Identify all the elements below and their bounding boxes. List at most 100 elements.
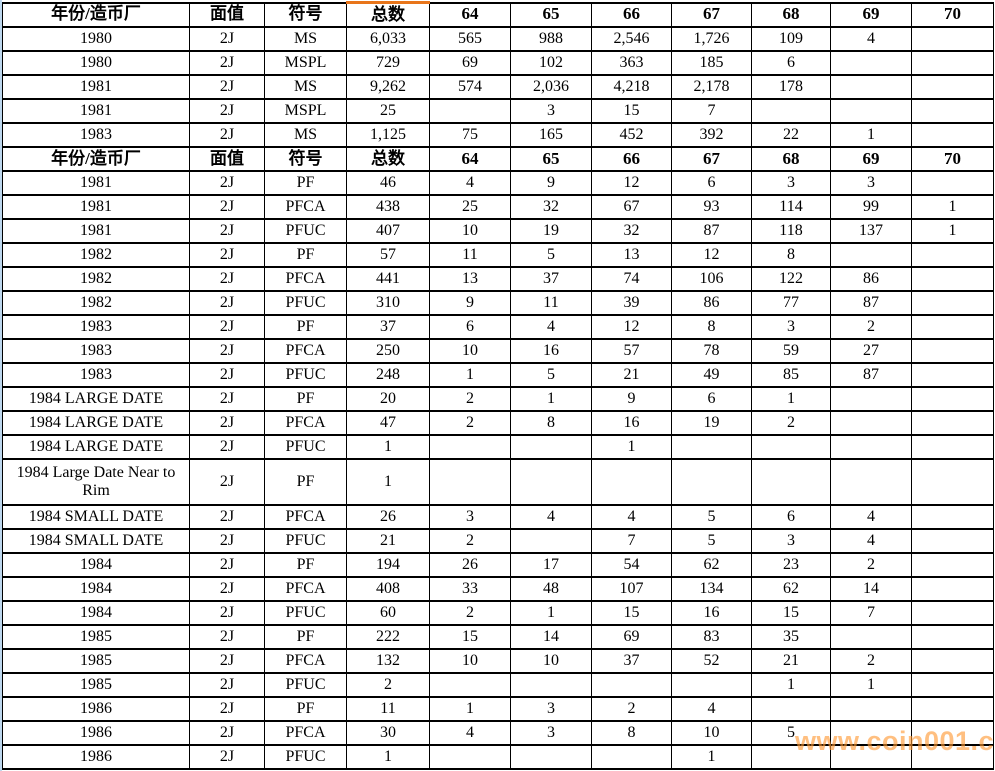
table-cell: 5 bbox=[671, 504, 752, 530]
table-cell: 67 bbox=[591, 194, 672, 220]
table-cell: 1984 bbox=[2, 552, 190, 578]
table-cell: 52 bbox=[671, 648, 752, 674]
table-cell: 20 bbox=[346, 386, 430, 412]
table-row: 1981 2J PFCA 438 25 32 67 93 114 99 1 bbox=[2, 194, 994, 220]
table-cell: 93 bbox=[671, 194, 752, 220]
table-cell: 1983 bbox=[2, 362, 190, 388]
table-cell: 2J bbox=[189, 50, 265, 76]
table-cell bbox=[911, 266, 994, 292]
table-cell: 1985 bbox=[2, 672, 190, 698]
table-cell: 1 bbox=[671, 744, 752, 770]
table-row: 1982 2J PFCA 441 13 37 74 106 122 86 bbox=[2, 266, 994, 292]
table-cell: 248 bbox=[346, 362, 430, 388]
column-header: 70 bbox=[911, 146, 994, 172]
table-row: 1986 2J PF 11 1 3 2 4 bbox=[2, 696, 994, 722]
table-cell: 46 bbox=[346, 170, 430, 196]
table-cell: PFUC bbox=[264, 434, 347, 460]
table-cell: 2J bbox=[189, 458, 265, 506]
table-cell: 37 bbox=[346, 314, 430, 340]
table-row: 1984 LARGE DATE 2J PFCA 47 2 8 16 19 2 bbox=[2, 410, 994, 436]
table-cell: PFUC bbox=[264, 218, 347, 244]
table-cell bbox=[429, 434, 511, 460]
table-cell: 1981 bbox=[2, 170, 190, 196]
column-header: 69 bbox=[830, 146, 912, 172]
column-header: 符号 bbox=[264, 1, 347, 28]
table-cell: 1986 bbox=[2, 696, 190, 722]
table-cell: 1985 bbox=[2, 624, 190, 650]
table-cell: 988 bbox=[510, 26, 592, 52]
table-cell bbox=[830, 410, 912, 436]
table-cell: 10 bbox=[671, 720, 752, 746]
table-cell: 2J bbox=[189, 290, 265, 316]
table-cell: 12 bbox=[671, 242, 752, 268]
table-row: 1984 2J PFCA 408 33 48 107 134 62 14 bbox=[2, 576, 994, 602]
table-cell: 30 bbox=[346, 720, 430, 746]
table-cell: 13 bbox=[591, 242, 672, 268]
table-cell bbox=[751, 696, 831, 722]
table-cell: 10 bbox=[510, 648, 592, 674]
table-cell: 2J bbox=[189, 600, 265, 626]
table-row: 1982 2J PFUC 310 9 11 39 86 77 87 bbox=[2, 290, 994, 316]
table-cell bbox=[911, 458, 994, 506]
table-cell bbox=[911, 528, 994, 554]
table-cell: PFUC bbox=[264, 672, 347, 698]
table-cell: PFCA bbox=[264, 194, 347, 220]
table-cell: 1982 bbox=[2, 290, 190, 316]
table-cell: 1984 Large Date Near to Rim bbox=[2, 458, 190, 506]
table-cell: PF bbox=[264, 624, 347, 650]
table-row: 1982 2J PF 57 11 5 13 12 8 bbox=[2, 242, 994, 268]
table-cell bbox=[911, 170, 994, 196]
table-cell: 1983 bbox=[2, 338, 190, 364]
table-cell: 26 bbox=[429, 552, 511, 578]
table-cell: 1982 bbox=[2, 242, 190, 268]
table-cell: 59 bbox=[751, 338, 831, 364]
table-cell: PFUC bbox=[264, 528, 347, 554]
column-header: 面值 bbox=[189, 146, 265, 172]
table-cell: 78 bbox=[671, 338, 752, 364]
table-cell: 4 bbox=[429, 720, 511, 746]
table-cell: 6 bbox=[751, 504, 831, 530]
table-cell: 14 bbox=[510, 624, 592, 650]
table-cell: 4 bbox=[429, 170, 511, 196]
table-cell: 2J bbox=[189, 696, 265, 722]
column-header: 总数 bbox=[346, 1, 430, 28]
column-header: 66 bbox=[591, 1, 672, 28]
table-cell: 19 bbox=[671, 410, 752, 436]
table-cell: 19 bbox=[510, 218, 592, 244]
table-cell: 3 bbox=[510, 696, 592, 722]
table-cell: 62 bbox=[671, 552, 752, 578]
table-cell: 87 bbox=[830, 290, 912, 316]
table-cell bbox=[911, 122, 994, 148]
table-cell: 5 bbox=[510, 242, 592, 268]
table-cell: 57 bbox=[591, 338, 672, 364]
table-cell: 2 bbox=[830, 314, 912, 340]
table-cell: PF bbox=[264, 314, 347, 340]
table-cell: PFUC bbox=[264, 600, 347, 626]
table-cell: PFCA bbox=[264, 648, 347, 674]
table-cell: 118 bbox=[751, 218, 831, 244]
table-cell: 57 bbox=[346, 242, 430, 268]
table-cell bbox=[671, 672, 752, 698]
table-cell: 4 bbox=[510, 504, 592, 530]
table-cell: 15 bbox=[591, 600, 672, 626]
table-row: 1983 2J PF 37 6 4 12 8 3 2 bbox=[2, 314, 994, 340]
table-cell: 77 bbox=[751, 290, 831, 316]
table-cell: 21 bbox=[346, 528, 430, 554]
table-cell: 1 bbox=[911, 218, 994, 244]
table-cell: PF bbox=[264, 242, 347, 268]
table-cell: 15 bbox=[591, 98, 672, 124]
table-cell: 1,726 bbox=[671, 26, 752, 52]
table-cell bbox=[911, 504, 994, 530]
column-header: 年份/造币厂 bbox=[2, 146, 190, 172]
table-cell: PF bbox=[264, 170, 347, 196]
table-cell: 2,178 bbox=[671, 74, 752, 100]
table-cell: PFCA bbox=[264, 720, 347, 746]
table-cell bbox=[911, 434, 994, 460]
table-cell bbox=[911, 98, 994, 124]
table-cell: 3 bbox=[751, 314, 831, 340]
table-cell: 12 bbox=[591, 170, 672, 196]
table-cell: 134 bbox=[671, 576, 752, 602]
table-cell: 438 bbox=[346, 194, 430, 220]
table-cell: 2J bbox=[189, 672, 265, 698]
table-cell: 87 bbox=[830, 362, 912, 388]
